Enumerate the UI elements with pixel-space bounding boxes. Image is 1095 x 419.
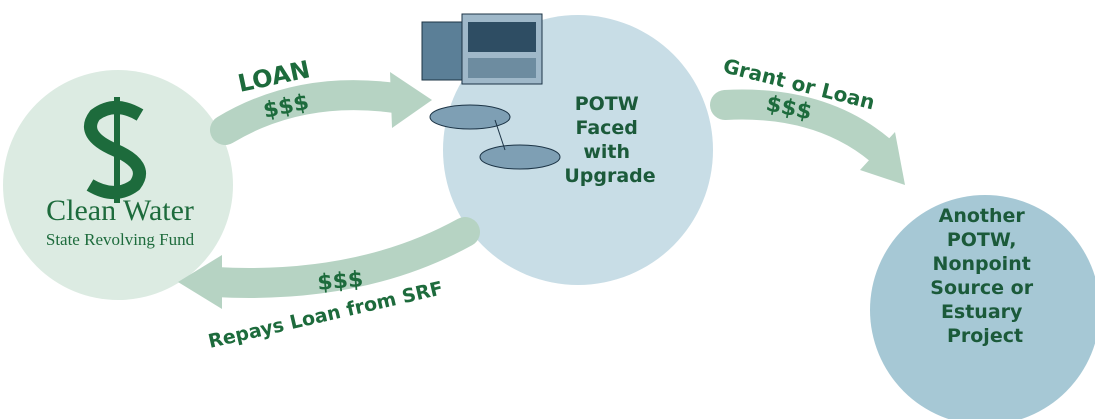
label-line: Estuary	[941, 301, 1023, 323]
node-sublabel: State Revolving Fund	[46, 230, 195, 249]
label-line: POTW,	[947, 229, 1017, 251]
diagram: Clean Water State Revolving Fund POTW Fa…	[0, 0, 1095, 419]
label-line: Nonpoint	[933, 253, 1031, 275]
label-line: POTW	[575, 93, 639, 115]
label-line: Source or	[930, 277, 1033, 299]
label-line: Upgrade	[564, 165, 655, 187]
node-label: Clean Water	[46, 194, 194, 227]
label-line: with	[583, 141, 630, 163]
arrow-amount: $$$	[316, 267, 364, 296]
label-line: Another	[939, 205, 1026, 227]
label-line: Faced	[575, 117, 637, 139]
label-line: Clean Water	[46, 194, 194, 227]
label-line: Project	[947, 325, 1023, 347]
